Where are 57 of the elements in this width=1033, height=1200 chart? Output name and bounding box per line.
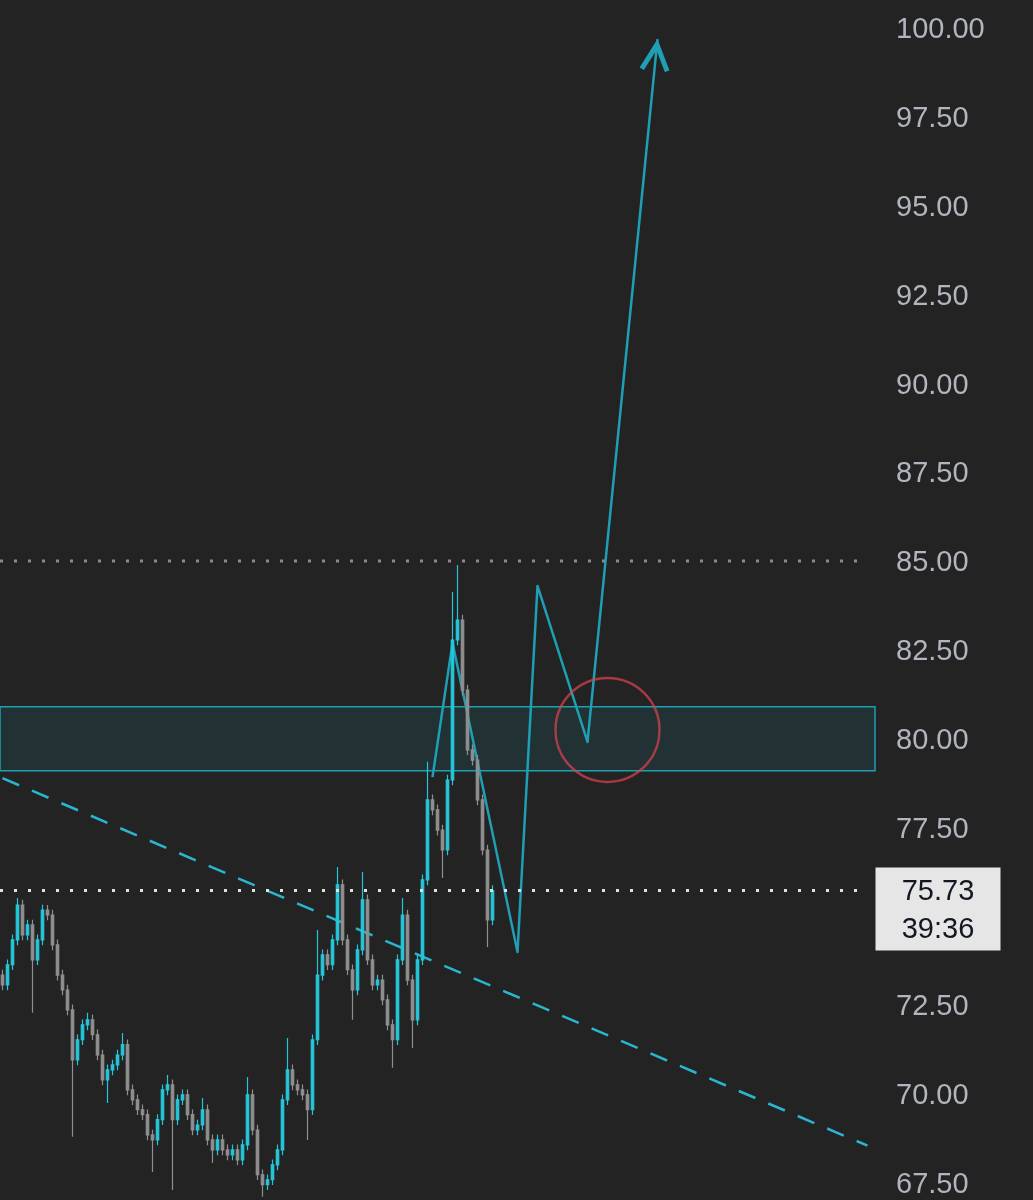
candlestick [150, 1129, 155, 1173]
candlestick [60, 969, 65, 996]
candlestick [455, 564, 460, 646]
y-tick-label: 87.50 [896, 456, 969, 489]
candlestick [315, 929, 320, 1046]
candlestick [195, 1119, 200, 1136]
candlestick [25, 919, 30, 941]
candlestick [220, 1134, 225, 1156]
y-tick-label: 90.00 [896, 367, 969, 400]
candlestick [295, 1078, 300, 1096]
candlestick [325, 948, 330, 971]
candlestick [290, 1064, 295, 1091]
candlestick [200, 1097, 205, 1131]
candlestick [0, 969, 5, 991]
y-tick-label: 95.00 [896, 189, 969, 222]
candlestick [170, 1078, 175, 1191]
y-tick-label: 72.50 [896, 989, 969, 1022]
candlestick [305, 1088, 310, 1141]
y-tick-label: 92.50 [896, 278, 969, 311]
y-tick-label: 85.00 [896, 545, 969, 578]
candlestick [210, 1134, 215, 1164]
y-tick-label: 80.00 [896, 722, 969, 755]
candlestick [140, 1103, 145, 1121]
candlestick [120, 1032, 125, 1061]
y-tick-label: 100.00 [896, 12, 985, 45]
candlestick [45, 904, 50, 921]
candlestick [350, 963, 355, 1021]
candlestick [375, 974, 380, 991]
y-tick-label: 97.50 [896, 101, 969, 134]
candlestick [115, 1049, 120, 1071]
candlestick [180, 1088, 185, 1106]
candlestick [235, 1143, 240, 1166]
candlestick [440, 824, 445, 879]
candlestick [85, 1012, 90, 1031]
candlestick [470, 743, 475, 767]
candlestick [390, 1018, 395, 1069]
candlestick [225, 1143, 230, 1161]
candlestick [265, 1173, 270, 1191]
ref-line-label: 75.73 39:36 [901, 874, 975, 944]
candlestick [70, 1003, 75, 1138]
candlestick [240, 1138, 245, 1166]
candlestick [260, 1168, 265, 1198]
candlestick [135, 1093, 140, 1116]
candlestick [300, 1083, 305, 1101]
y-tick-label: 77.50 [896, 811, 969, 844]
candlestick [285, 1037, 290, 1106]
candlestick [215, 1134, 220, 1156]
y-tick-label: 70.00 [896, 1078, 969, 1111]
candlestick [110, 1059, 115, 1076]
candlestick [230, 1143, 235, 1161]
candlestick [30, 919, 35, 1014]
candlestick [410, 974, 415, 1049]
candlestick [165, 1074, 170, 1096]
candlestick [105, 1064, 110, 1104]
y-tick-label: 67.50 [896, 1167, 969, 1200]
y-tick-label: 82.50 [896, 634, 969, 667]
candlestick [190, 1108, 195, 1136]
